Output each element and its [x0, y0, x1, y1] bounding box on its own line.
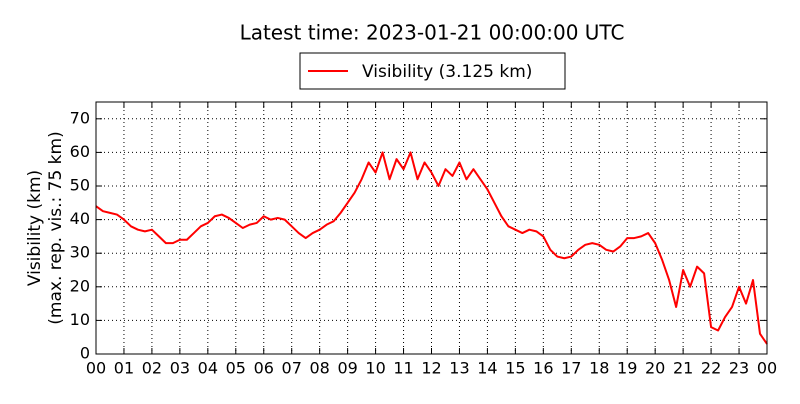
x-tick-label: 01	[114, 359, 134, 378]
x-tick-label: 23	[729, 359, 749, 378]
y-tick-label: 60	[70, 142, 90, 161]
x-tick-label: 14	[477, 359, 497, 378]
x-tick-label: 08	[309, 359, 329, 378]
x-tick-label: 12	[421, 359, 441, 378]
x-tick-label: 06	[254, 359, 274, 378]
y-tick-label: 40	[70, 209, 90, 228]
y-tick-label: 10	[70, 310, 90, 329]
x-tick-label: 18	[589, 359, 609, 378]
x-tick-label: 10	[365, 359, 385, 378]
x-tick-label: 15	[505, 359, 525, 378]
chart-title: Latest time: 2023-01-21 00:00:00 UTC	[240, 21, 625, 45]
x-tick-label: 17	[561, 359, 581, 378]
y-axis-label: (max. rep. vis.: 75 km)	[46, 131, 66, 324]
x-tick-label: 05	[226, 359, 246, 378]
x-tick-label: 03	[170, 359, 190, 378]
x-tick-label: 11	[393, 359, 413, 378]
y-tick-label: 0	[80, 344, 90, 363]
plot-frame	[95, 101, 768, 355]
x-tick-label: 09	[337, 359, 357, 378]
y-tick-label: 20	[70, 276, 90, 295]
y-tick-label: 70	[70, 108, 90, 127]
x-tick-label: 20	[645, 359, 665, 378]
y-tick-label: 50	[70, 176, 90, 195]
y-tick-label: 30	[70, 243, 90, 262]
x-tick-label: 13	[449, 359, 469, 378]
x-tick-label: 02	[142, 359, 162, 378]
x-tick-label: 19	[617, 359, 637, 378]
x-tick-label: 07	[282, 359, 302, 378]
x-tick-label: 16	[533, 359, 553, 378]
x-tick-label: 22	[701, 359, 721, 378]
line	[95, 151, 768, 345]
x-tick-label: 00	[86, 359, 106, 378]
y-axis-label: Visibility (km)	[25, 170, 45, 286]
x-tick-label: 04	[198, 359, 218, 378]
legend-label: Visibility (3.125 km)	[362, 62, 532, 82]
x-tick-label: 00	[757, 359, 777, 378]
x-tick-label: 21	[673, 359, 693, 378]
